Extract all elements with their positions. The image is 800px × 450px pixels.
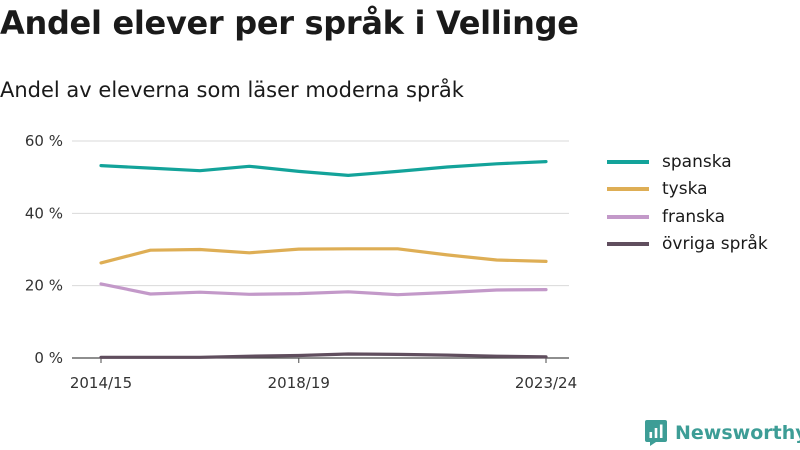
y-tick-label: 20 % xyxy=(25,277,63,295)
series-line xyxy=(99,247,548,265)
bar-chart-icon xyxy=(645,420,667,446)
legend-item: tyska xyxy=(607,176,768,204)
y-axis-ticks: 0 % 20 % 40 % 60 % xyxy=(25,132,63,367)
y-tick-label: 40 % xyxy=(25,204,63,222)
brand-logo: Newsworthy xyxy=(644,419,800,447)
legend-swatch xyxy=(607,187,649,192)
series-line xyxy=(99,160,548,177)
legend-swatch xyxy=(607,159,649,164)
legend-label: spanska xyxy=(662,151,732,172)
line-chart: 0 % 20 % 40 % 60 % 2014/15 2018/19 2023/24 xyxy=(25,132,577,392)
y-tick-label: 60 % xyxy=(25,132,63,150)
y-tick-label: 0 % xyxy=(34,349,63,367)
series-lines xyxy=(99,160,548,359)
x-axis-ticks: 2014/15 2018/19 2023/24 xyxy=(70,358,577,392)
legend-item: franska xyxy=(607,203,768,231)
series-line xyxy=(99,282,548,297)
legend-label: franska xyxy=(662,206,725,227)
series-line xyxy=(99,352,548,359)
legend-label: tyska xyxy=(662,179,708,200)
grid-lines xyxy=(72,140,569,287)
x-tick-label: 2014/15 xyxy=(70,374,132,392)
x-tick-label: 2018/19 xyxy=(268,374,330,392)
legend-item: spanska xyxy=(607,148,768,176)
legend: spanska tyska franska övriga språk xyxy=(607,148,768,258)
legend-label: övriga språk xyxy=(662,234,768,255)
chart-title: Andel elever per språk i Vellinge xyxy=(0,4,579,42)
legend-swatch xyxy=(607,214,649,219)
brand-name: Newsworthy xyxy=(675,422,800,444)
legend-item: övriga språk xyxy=(607,231,768,259)
x-tick-label: 2023/24 xyxy=(515,374,577,392)
chart-subtitle: Andel av eleverna som läser moderna språ… xyxy=(0,78,464,102)
legend-swatch xyxy=(607,242,649,247)
